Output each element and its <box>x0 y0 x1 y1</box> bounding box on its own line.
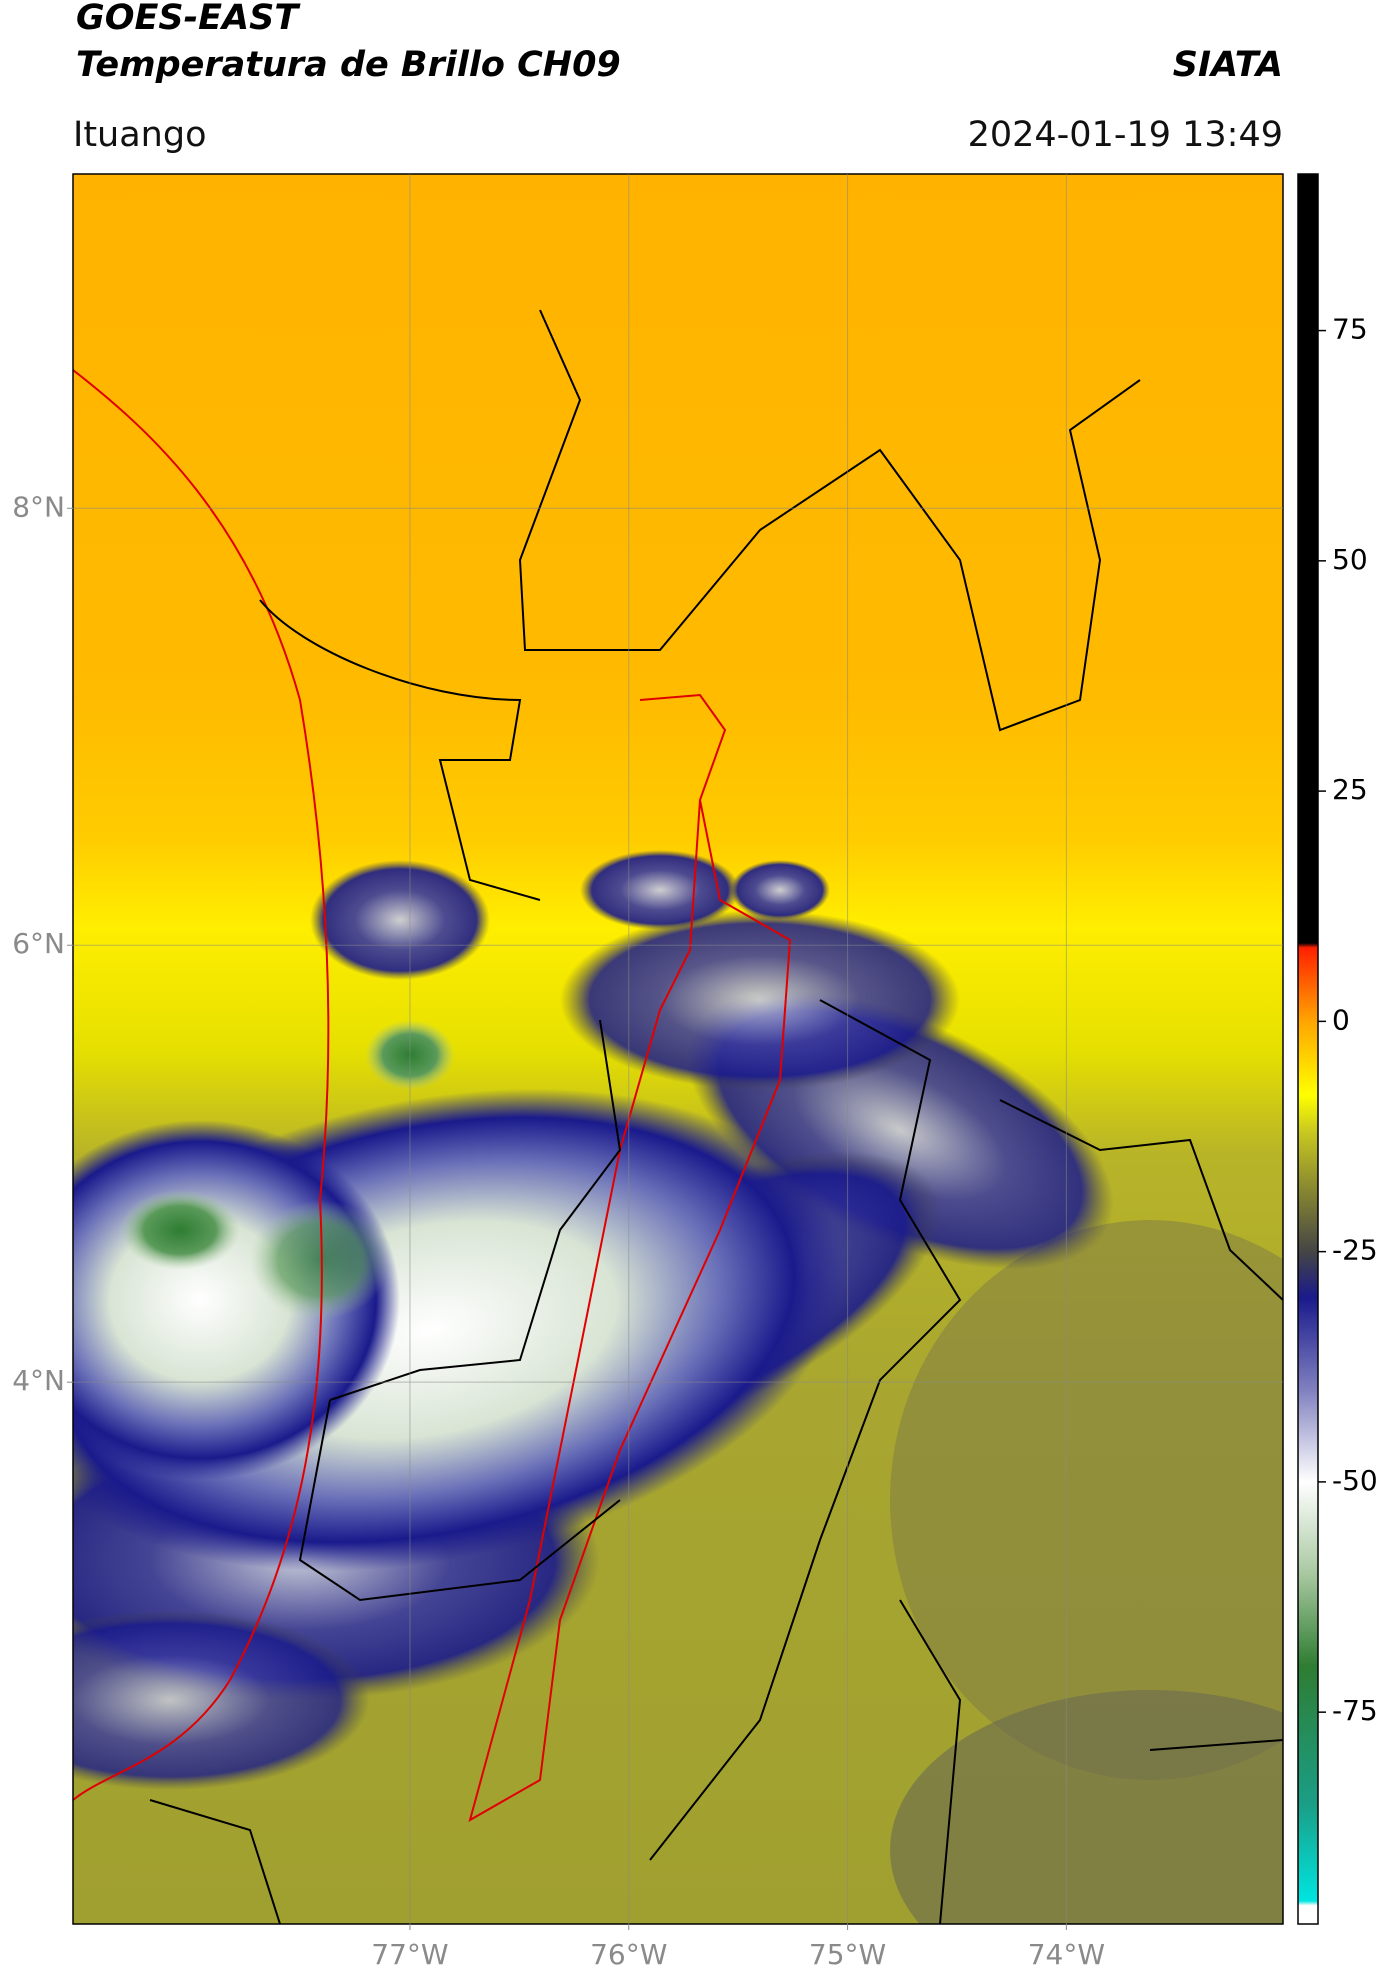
map-frame <box>72 173 1284 1925</box>
x-tick-label: 74°W <box>1028 1938 1105 1971</box>
datetime: 2024-01-19 13:49 <box>968 115 1283 155</box>
colorbar-tick-label: 0 <box>1332 1003 1350 1036</box>
satellite-image <box>73 174 1283 1924</box>
y-tick-label: 8°N <box>12 490 65 523</box>
colorbar-tick-label: -75 <box>1332 1694 1378 1727</box>
x-tick-label: 76°W <box>590 1938 667 1971</box>
location: Ituango <box>73 115 207 155</box>
y-tick-label: 6°N <box>12 927 65 960</box>
colorbar-tick-label: 50 <box>1332 543 1368 576</box>
colorbar-tick-label: 75 <box>1332 313 1368 346</box>
source: SIATA <box>1173 45 1283 85</box>
colorbar-tick-label: 25 <box>1332 773 1368 806</box>
subtitle: Temperatura de Brillo CH09 <box>76 45 621 85</box>
title: GOES-EAST <box>76 0 301 38</box>
x-tick-label: 75°W <box>809 1938 886 1971</box>
y-tick-label: 4°N <box>12 1364 65 1397</box>
colorbar-tick-label: -50 <box>1332 1464 1378 1497</box>
colorbar <box>1297 173 1319 1925</box>
colorbar-tick-label: -25 <box>1332 1234 1378 1267</box>
x-tick-label: 77°W <box>371 1938 448 1971</box>
